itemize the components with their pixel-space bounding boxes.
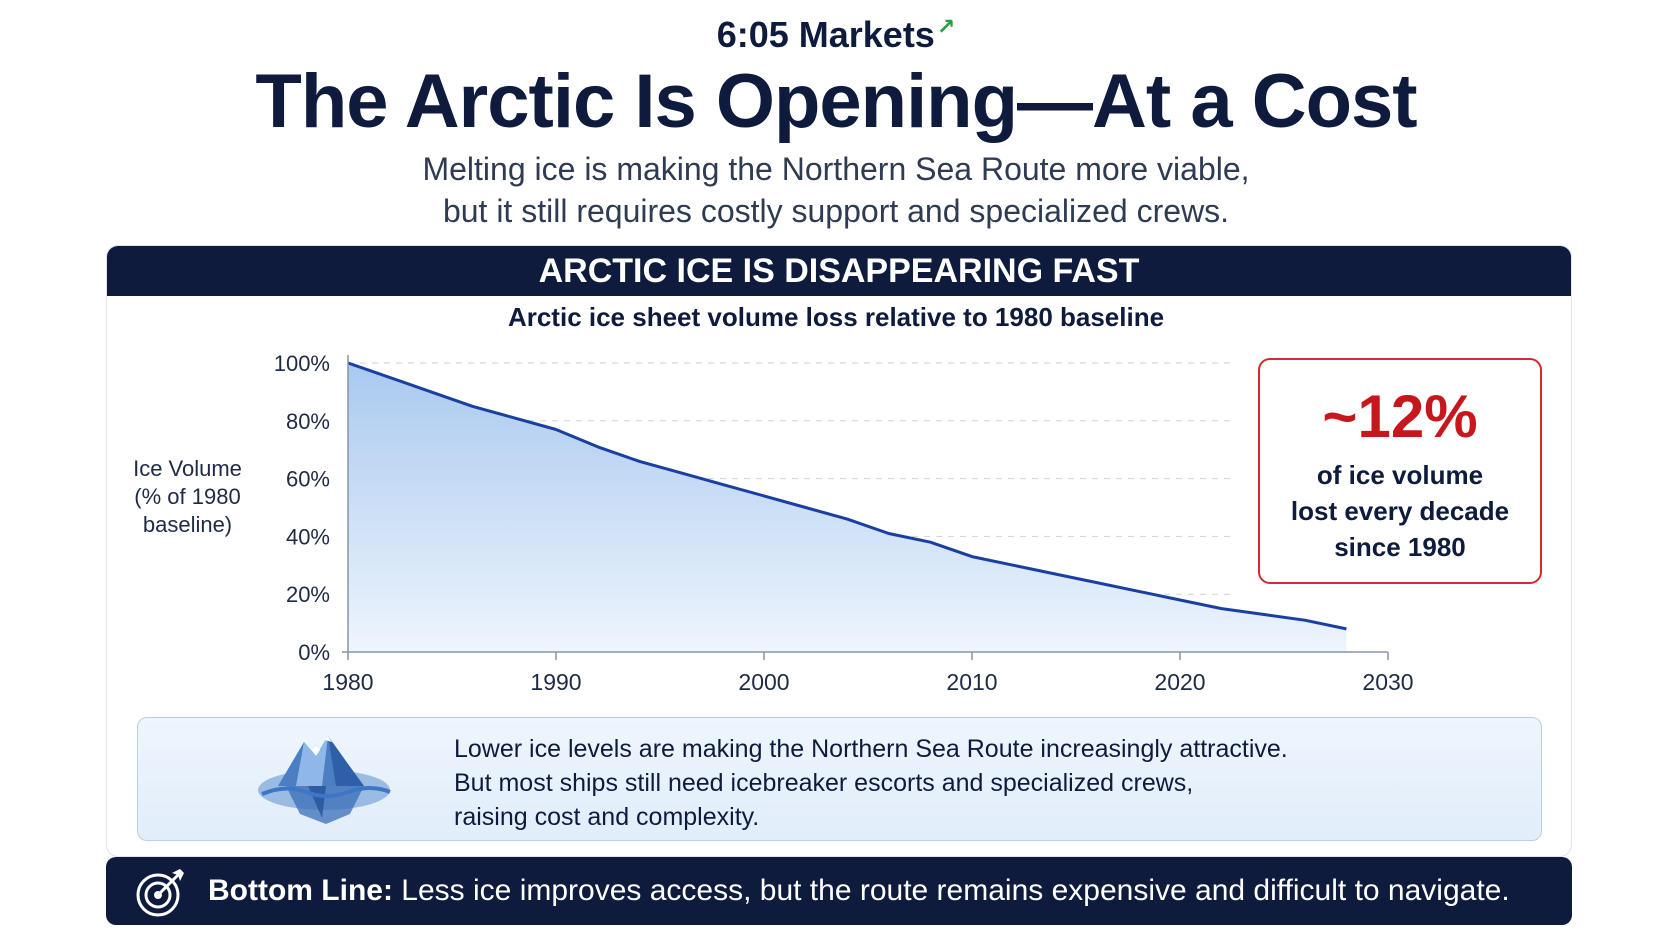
bottom-line-bar: Bottom Line: Less ice improves access, b… <box>106 857 1572 925</box>
x-tick-label: 2000 <box>738 669 789 695</box>
stat-line-1: of ice volume <box>1316 460 1484 490</box>
bottom-line-label: Bottom Line: <box>208 874 393 907</box>
trend-up-arrow-icon: ↗ <box>936 14 956 39</box>
stat-description: of ice volume lost every decade since 19… <box>1260 457 1540 565</box>
x-tick-label: 2020 <box>1154 669 1205 695</box>
brand-name: 6:05 Markets <box>716 14 935 55</box>
ice-volume-area <box>348 363 1347 652</box>
y-tick-label: 100% <box>274 351 330 376</box>
stat-line-2: lost every decade <box>1290 496 1510 526</box>
target-icon <box>136 869 184 917</box>
panel-header: ARCTIC ICE IS DISAPPEARING FAST <box>107 246 1571 296</box>
subtitle-line-1: Melting ice is making the Northern Sea R… <box>422 151 1250 187</box>
y-axis-label-line-1: Ice Volume <box>133 456 242 481</box>
note-line-3: raising cost and complexity. <box>454 803 760 831</box>
bottom-line-text: Bottom Line: Less ice improves access, b… <box>208 874 1510 908</box>
stat-line-3: since 1980 <box>1334 532 1466 562</box>
subtitle-line-2: but it still requires costly support and… <box>442 193 1230 229</box>
brand-logo: 6:05 Markets↗ <box>0 14 1672 56</box>
y-tick-label: 20% <box>286 582 330 607</box>
x-tick-label: 2010 <box>946 669 997 695</box>
chart-title: Arctic ice sheet volume loss relative to… <box>507 302 1165 332</box>
page-subtitle: Melting ice is making the Northern Sea R… <box>0 148 1672 232</box>
note-line-2: But most ships still need icebreaker esc… <box>454 769 1194 797</box>
x-tick-label: 1980 <box>322 669 373 695</box>
x-tick-label: 2030 <box>1362 669 1413 695</box>
iceberg-icon <box>258 736 391 824</box>
page-title: The Arctic Is Opening—At a Cost <box>255 59 1417 144</box>
stat-value: ~12% <box>1322 383 1478 450</box>
note-callout: Lower ice levels are making the Northern… <box>137 717 1542 841</box>
y-tick-label: 60% <box>286 467 330 492</box>
y-axis-label-line-2: (% of 1980 <box>134 484 241 509</box>
y-tick-label: 40% <box>286 524 330 549</box>
stat-callout: ~12% of ice volume lost every decade sin… <box>1258 358 1542 584</box>
y-tick-label: 0% <box>298 640 330 665</box>
y-tick-label: 80% <box>286 409 330 434</box>
y-axis-label: Ice Volume (% of 1980 baseline) <box>120 455 255 539</box>
note-line-1: Lower ice levels are making the Northern… <box>454 735 1288 763</box>
bottom-line-message: Less ice improves access, but the route … <box>392 874 1510 907</box>
note-text: Lower ice levels are making the Northern… <box>454 732 1288 834</box>
x-tick-label: 1990 <box>530 669 581 695</box>
y-axis-label-line-3: baseline) <box>142 512 233 537</box>
